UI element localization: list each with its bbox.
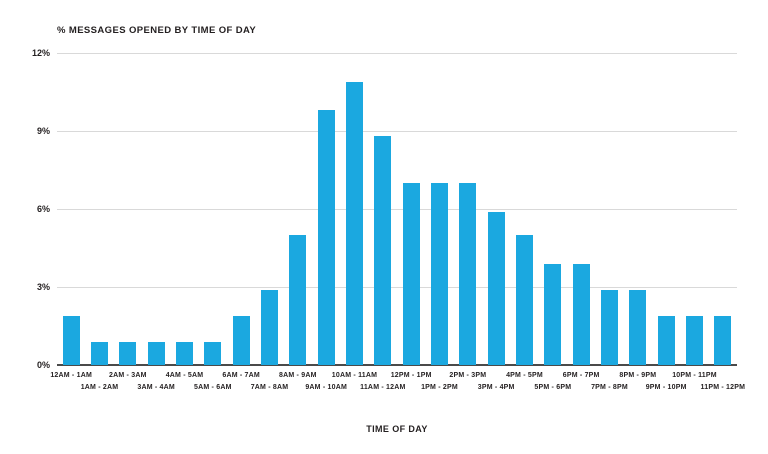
x-tick-label: 7AM - 8AM bbox=[250, 384, 289, 391]
x-tick-label: 5PM - 6PM bbox=[534, 384, 572, 391]
x-tick-label: 10AM - 11AM bbox=[331, 372, 378, 379]
plot-area bbox=[57, 53, 737, 366]
x-tick-label: 8PM - 9PM bbox=[619, 372, 657, 379]
bar bbox=[62, 315, 80, 365]
bar bbox=[147, 341, 165, 365]
x-tick-label: 11PM - 12PM bbox=[700, 384, 746, 391]
x-tick-label: 10PM - 11PM bbox=[672, 372, 717, 379]
bar bbox=[176, 341, 193, 365]
x-tick-label: 9AM - 10AM bbox=[305, 384, 347, 391]
x-tick-label: 12PM - 1PM bbox=[390, 372, 432, 379]
bar bbox=[601, 289, 618, 365]
x-tick-label: 8AM - 9AM bbox=[279, 372, 317, 379]
bar bbox=[544, 263, 562, 365]
bar bbox=[119, 341, 137, 365]
bar bbox=[317, 110, 335, 365]
x-tick-label: 11AM - 12AM bbox=[360, 384, 406, 391]
bar bbox=[402, 183, 420, 365]
gridline bbox=[57, 287, 737, 288]
x-tick-label: 2AM - 3AM bbox=[109, 372, 147, 379]
bar bbox=[629, 289, 647, 365]
x-tick-label: 12AM - 1AM bbox=[50, 372, 92, 379]
bar bbox=[714, 315, 732, 365]
x-tick-label: 3PM - 4PM bbox=[477, 384, 515, 391]
gridline bbox=[57, 53, 737, 54]
x-tick-label: 5AM - 6AM bbox=[194, 384, 232, 391]
chart-title: % MESSAGES OPENED BY TIME OF DAY bbox=[57, 25, 257, 36]
bar bbox=[289, 235, 307, 365]
y-tick-label: 6% bbox=[36, 204, 50, 214]
x-tick-label: 6AM - 7AM bbox=[222, 372, 260, 379]
x-tick-label: 4PM - 5PM bbox=[506, 372, 543, 379]
bar bbox=[232, 315, 250, 365]
y-tick-label: 12% bbox=[31, 48, 50, 58]
x-tick-label: 6PM - 7PM bbox=[562, 372, 600, 379]
bar bbox=[261, 289, 278, 365]
bar bbox=[459, 183, 477, 365]
y-tick-label: 3% bbox=[36, 282, 50, 292]
bar bbox=[431, 183, 448, 365]
gridline bbox=[57, 209, 737, 210]
x-tick-label: 3AM - 4AM bbox=[137, 384, 175, 391]
bar bbox=[487, 211, 505, 365]
bar bbox=[346, 81, 363, 365]
bar bbox=[572, 263, 590, 365]
bar bbox=[374, 136, 392, 365]
x-tick-label: 7PM - 8PM bbox=[591, 384, 628, 391]
x-axis-line bbox=[57, 364, 737, 366]
x-tick-label: 4AM - 5AM bbox=[165, 372, 204, 379]
x-tick-label: 1PM - 2PM bbox=[421, 384, 458, 391]
bar bbox=[657, 315, 675, 365]
x-tick-label: 2PM - 3PM bbox=[449, 372, 487, 379]
bar bbox=[686, 315, 703, 365]
y-tick-label: 9% bbox=[36, 126, 50, 136]
x-tick-label: 9PM - 10PM bbox=[645, 384, 687, 391]
bar bbox=[204, 341, 222, 365]
gridline bbox=[57, 131, 737, 132]
bar bbox=[516, 235, 533, 365]
y-tick-label: 0% bbox=[36, 360, 50, 370]
x-tick-label: 1AM - 2AM bbox=[80, 384, 119, 391]
bar bbox=[91, 341, 108, 365]
x-axis-title: TIME OF DAY bbox=[366, 424, 428, 434]
